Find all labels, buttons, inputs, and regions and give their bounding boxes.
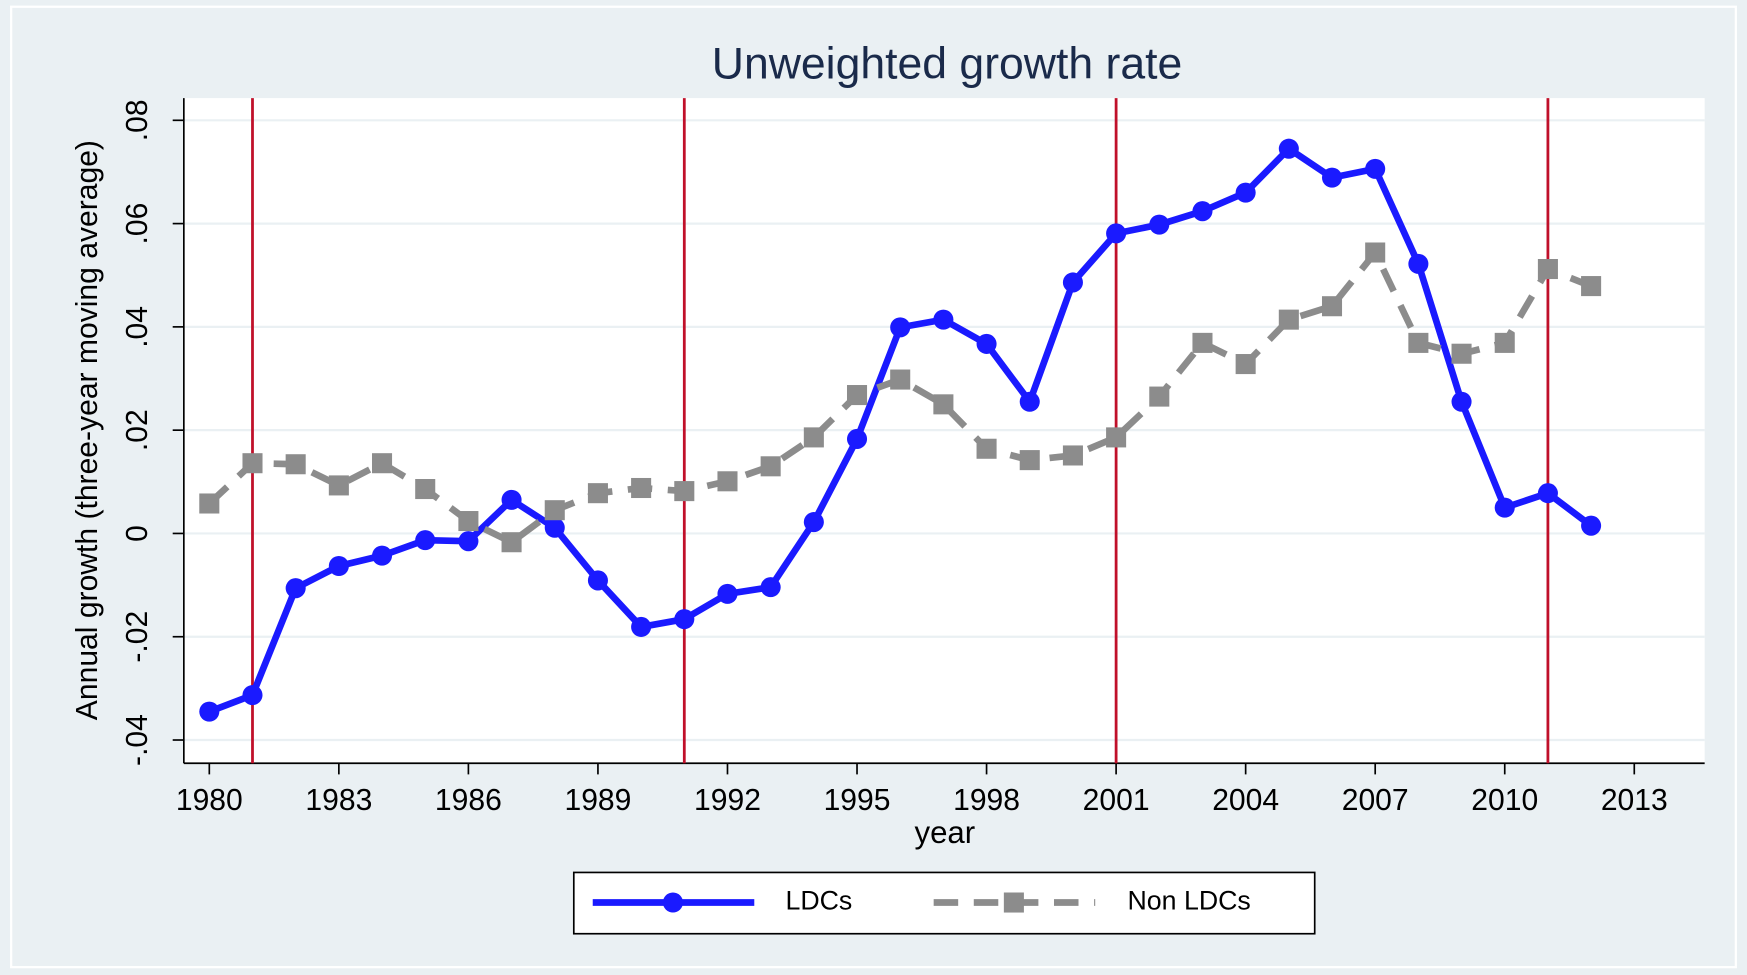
data-point [1321, 296, 1343, 317]
data-point [372, 453, 393, 474]
data-point [544, 500, 565, 521]
x-tick-label: 1980 [176, 784, 243, 817]
data-point [1235, 182, 1256, 203]
data-point [760, 456, 781, 477]
data-point [242, 453, 263, 474]
data-point [1451, 391, 1472, 412]
frame [10, 5, 1737, 969]
legend-label: LDCs [785, 886, 852, 916]
x-tick-label: 1989 [564, 784, 631, 817]
y-tick-label: .02 [121, 409, 154, 451]
chart-title: Unweighted growth rate [712, 40, 1182, 89]
data-point [846, 385, 868, 406]
x-tick-label: 2013 [1601, 784, 1668, 817]
data-point [1019, 450, 1040, 471]
x-tick-label: 2001 [1083, 784, 1150, 817]
x-tick-label: 2004 [1212, 784, 1279, 817]
data-point [199, 493, 220, 514]
data-point [328, 555, 349, 577]
data-point [631, 477, 652, 499]
data-point [976, 438, 997, 459]
data-point [1494, 332, 1515, 353]
x-tick-label: 1983 [305, 784, 372, 817]
data-point [1365, 158, 1386, 179]
data-point [587, 483, 608, 504]
data-point [1581, 276, 1602, 297]
data-point [976, 333, 997, 354]
data-point [631, 616, 652, 637]
x-tick-label: 2007 [1342, 784, 1409, 817]
data-point [285, 578, 306, 599]
x-tick-label: 1992 [694, 784, 761, 817]
data-point [1321, 167, 1343, 188]
data-point [1278, 309, 1299, 330]
data-point [1494, 497, 1515, 518]
data-point [415, 479, 436, 500]
data-point [1537, 259, 1558, 280]
data-point [1106, 427, 1127, 448]
legend-marker [1003, 892, 1024, 913]
x-tick-label: 1998 [953, 784, 1020, 817]
data-point [458, 511, 479, 532]
data-point [1149, 386, 1170, 407]
data-point [544, 517, 565, 538]
data-point [1581, 515, 1602, 536]
x-tick-label: 2010 [1471, 784, 1538, 817]
data-point [1192, 332, 1213, 353]
data-point [717, 471, 738, 492]
data-point [890, 369, 911, 390]
data-point [1537, 483, 1558, 504]
data-point [458, 531, 479, 552]
y-tick-label: .08 [121, 99, 154, 141]
data-point [1019, 391, 1040, 412]
data-point [1192, 201, 1213, 222]
data-point [1278, 138, 1299, 159]
data-point [1408, 253, 1429, 274]
data-point [328, 475, 349, 496]
data-point [1062, 445, 1083, 466]
data-point [803, 512, 824, 533]
data-point [285, 454, 306, 475]
data-point [1408, 332, 1429, 353]
data-point [1106, 223, 1127, 244]
data-point [501, 532, 522, 553]
data-point [933, 394, 954, 415]
data-point [1365, 242, 1386, 263]
x-axis-title: year [914, 815, 975, 850]
data-point [1062, 272, 1083, 293]
y-tick-label: -.04 [121, 714, 154, 766]
y-tick-label: -.02 [121, 611, 154, 663]
data-point [760, 577, 781, 598]
data-point [803, 427, 824, 448]
data-point [415, 530, 436, 551]
y-tick-label: 0 [121, 525, 154, 542]
y-tick-label: .04 [121, 306, 154, 348]
data-point [372, 545, 393, 566]
x-tick-label: 1995 [824, 784, 891, 817]
y-axis-title: Annual growth (three-year moving average… [71, 140, 104, 720]
data-point [199, 701, 220, 722]
y-tick-label: .06 [121, 203, 154, 245]
data-point [242, 685, 263, 706]
data-point [674, 481, 695, 502]
data-point [501, 489, 522, 510]
data-point [933, 309, 954, 330]
legend-label: Non LDCs [1128, 886, 1251, 916]
x-tick-label: 1986 [435, 784, 502, 817]
data-point [587, 570, 608, 591]
data-point [1451, 343, 1472, 364]
data-point [1235, 354, 1256, 375]
data-point [890, 317, 911, 338]
data-point [674, 609, 695, 630]
data-point [1149, 214, 1170, 235]
data-point [717, 583, 738, 604]
legend-marker [662, 892, 683, 913]
data-point [846, 428, 868, 449]
